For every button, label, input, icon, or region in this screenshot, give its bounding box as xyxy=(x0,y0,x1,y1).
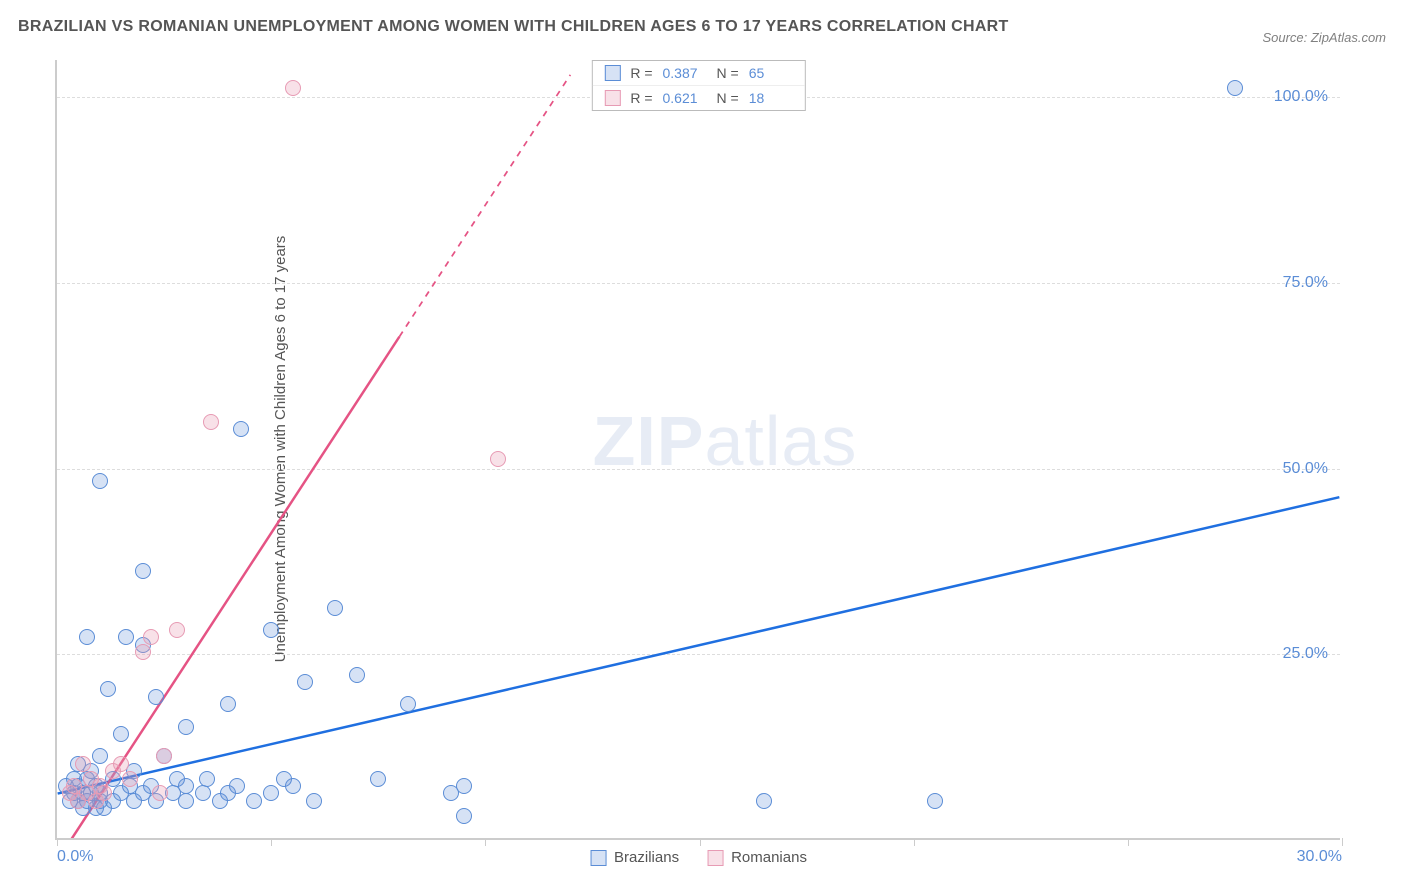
scatter-point xyxy=(400,696,416,712)
scatter-point xyxy=(92,748,108,764)
y-tick-label: 25.0% xyxy=(1283,645,1328,663)
scatter-point xyxy=(456,778,472,794)
scatter-point xyxy=(118,629,134,645)
legend-row-romanians: R = 0.621 N = 18 xyxy=(592,85,804,110)
n-label: N = xyxy=(717,90,739,106)
scatter-point xyxy=(152,785,168,801)
correlation-legend: R = 0.387 N = 65 R = 0.621 N = 18 xyxy=(591,60,805,111)
scatter-point xyxy=(229,778,245,794)
y-tick-label: 100.0% xyxy=(1274,88,1328,106)
scatter-point xyxy=(135,644,151,660)
trend-line-solid xyxy=(58,497,1340,793)
scatter-point xyxy=(148,689,164,705)
r-value-brazilians: 0.387 xyxy=(663,65,707,81)
scatter-point xyxy=(203,414,219,430)
scatter-point xyxy=(246,793,262,809)
x-tick xyxy=(271,838,272,846)
scatter-point xyxy=(456,808,472,824)
legend-label-romanians: Romanians xyxy=(731,849,807,866)
scatter-point xyxy=(195,785,211,801)
n-label: N = xyxy=(717,65,739,81)
trend-lines xyxy=(57,60,1340,838)
gridline xyxy=(57,654,1340,655)
scatter-point xyxy=(263,622,279,638)
scatter-point xyxy=(306,793,322,809)
scatter-point xyxy=(490,451,506,467)
scatter-point xyxy=(143,629,159,645)
scatter-point xyxy=(113,756,129,772)
scatter-point xyxy=(122,771,138,787)
x-tick xyxy=(1342,838,1343,846)
swatch-romanians xyxy=(707,850,723,866)
gridline xyxy=(57,283,1340,284)
scatter-point xyxy=(178,719,194,735)
x-tick xyxy=(914,838,915,846)
swatch-brazilians xyxy=(590,850,606,866)
legend-label-brazilians: Brazilians xyxy=(614,849,679,866)
legend-row-brazilians: R = 0.387 N = 65 xyxy=(592,61,804,85)
scatter-point xyxy=(297,674,313,690)
n-value-brazilians: 65 xyxy=(749,65,793,81)
scatter-point xyxy=(96,785,112,801)
chart-container: BRAZILIAN VS ROMANIAN UNEMPLOYMENT AMONG… xyxy=(0,0,1406,892)
x-tick-label: 0.0% xyxy=(57,848,93,866)
scatter-point xyxy=(75,756,91,772)
scatter-point xyxy=(100,681,116,697)
x-tick xyxy=(57,838,58,846)
scatter-point xyxy=(178,778,194,794)
scatter-point xyxy=(349,667,365,683)
trend-line-dashed xyxy=(399,75,570,337)
scatter-point xyxy=(199,771,215,787)
chart-title: BRAZILIAN VS ROMANIAN UNEMPLOYMENT AMONG… xyxy=(18,18,1009,36)
x-tick xyxy=(485,838,486,846)
legend-item-brazilians: Brazilians xyxy=(590,849,679,866)
y-axis-label: Unemployment Among Women with Children A… xyxy=(272,236,289,663)
scatter-point xyxy=(178,793,194,809)
scatter-point xyxy=(92,473,108,489)
scatter-point xyxy=(327,600,343,616)
scatter-point xyxy=(1227,80,1243,96)
y-tick-label: 75.0% xyxy=(1283,274,1328,292)
swatch-brazilians xyxy=(604,65,620,81)
swatch-romanians xyxy=(604,90,620,106)
gridline xyxy=(57,469,1340,470)
scatter-point xyxy=(285,80,301,96)
source-attribution: Source: ZipAtlas.com xyxy=(1262,30,1386,45)
scatter-point xyxy=(370,771,386,787)
x-tick xyxy=(700,838,701,846)
scatter-point xyxy=(169,622,185,638)
scatter-point xyxy=(113,726,129,742)
x-tick xyxy=(1128,838,1129,846)
legend-item-romanians: Romanians xyxy=(707,849,807,866)
scatter-point xyxy=(79,629,95,645)
series-legend: Brazilians Romanians xyxy=(590,849,807,866)
r-label: R = xyxy=(630,65,652,81)
plot-area: Unemployment Among Women with Children A… xyxy=(55,60,1340,840)
scatter-point xyxy=(756,793,772,809)
r-label: R = xyxy=(630,90,652,106)
scatter-point xyxy=(156,748,172,764)
x-tick-label: 30.0% xyxy=(1297,848,1342,866)
scatter-point xyxy=(927,793,943,809)
r-value-romanians: 0.621 xyxy=(663,90,707,106)
scatter-point xyxy=(135,563,151,579)
scatter-point xyxy=(233,421,249,437)
scatter-point xyxy=(220,696,236,712)
scatter-point xyxy=(285,778,301,794)
n-value-romanians: 18 xyxy=(749,90,793,106)
scatter-point xyxy=(263,785,279,801)
y-tick-label: 50.0% xyxy=(1283,460,1328,478)
